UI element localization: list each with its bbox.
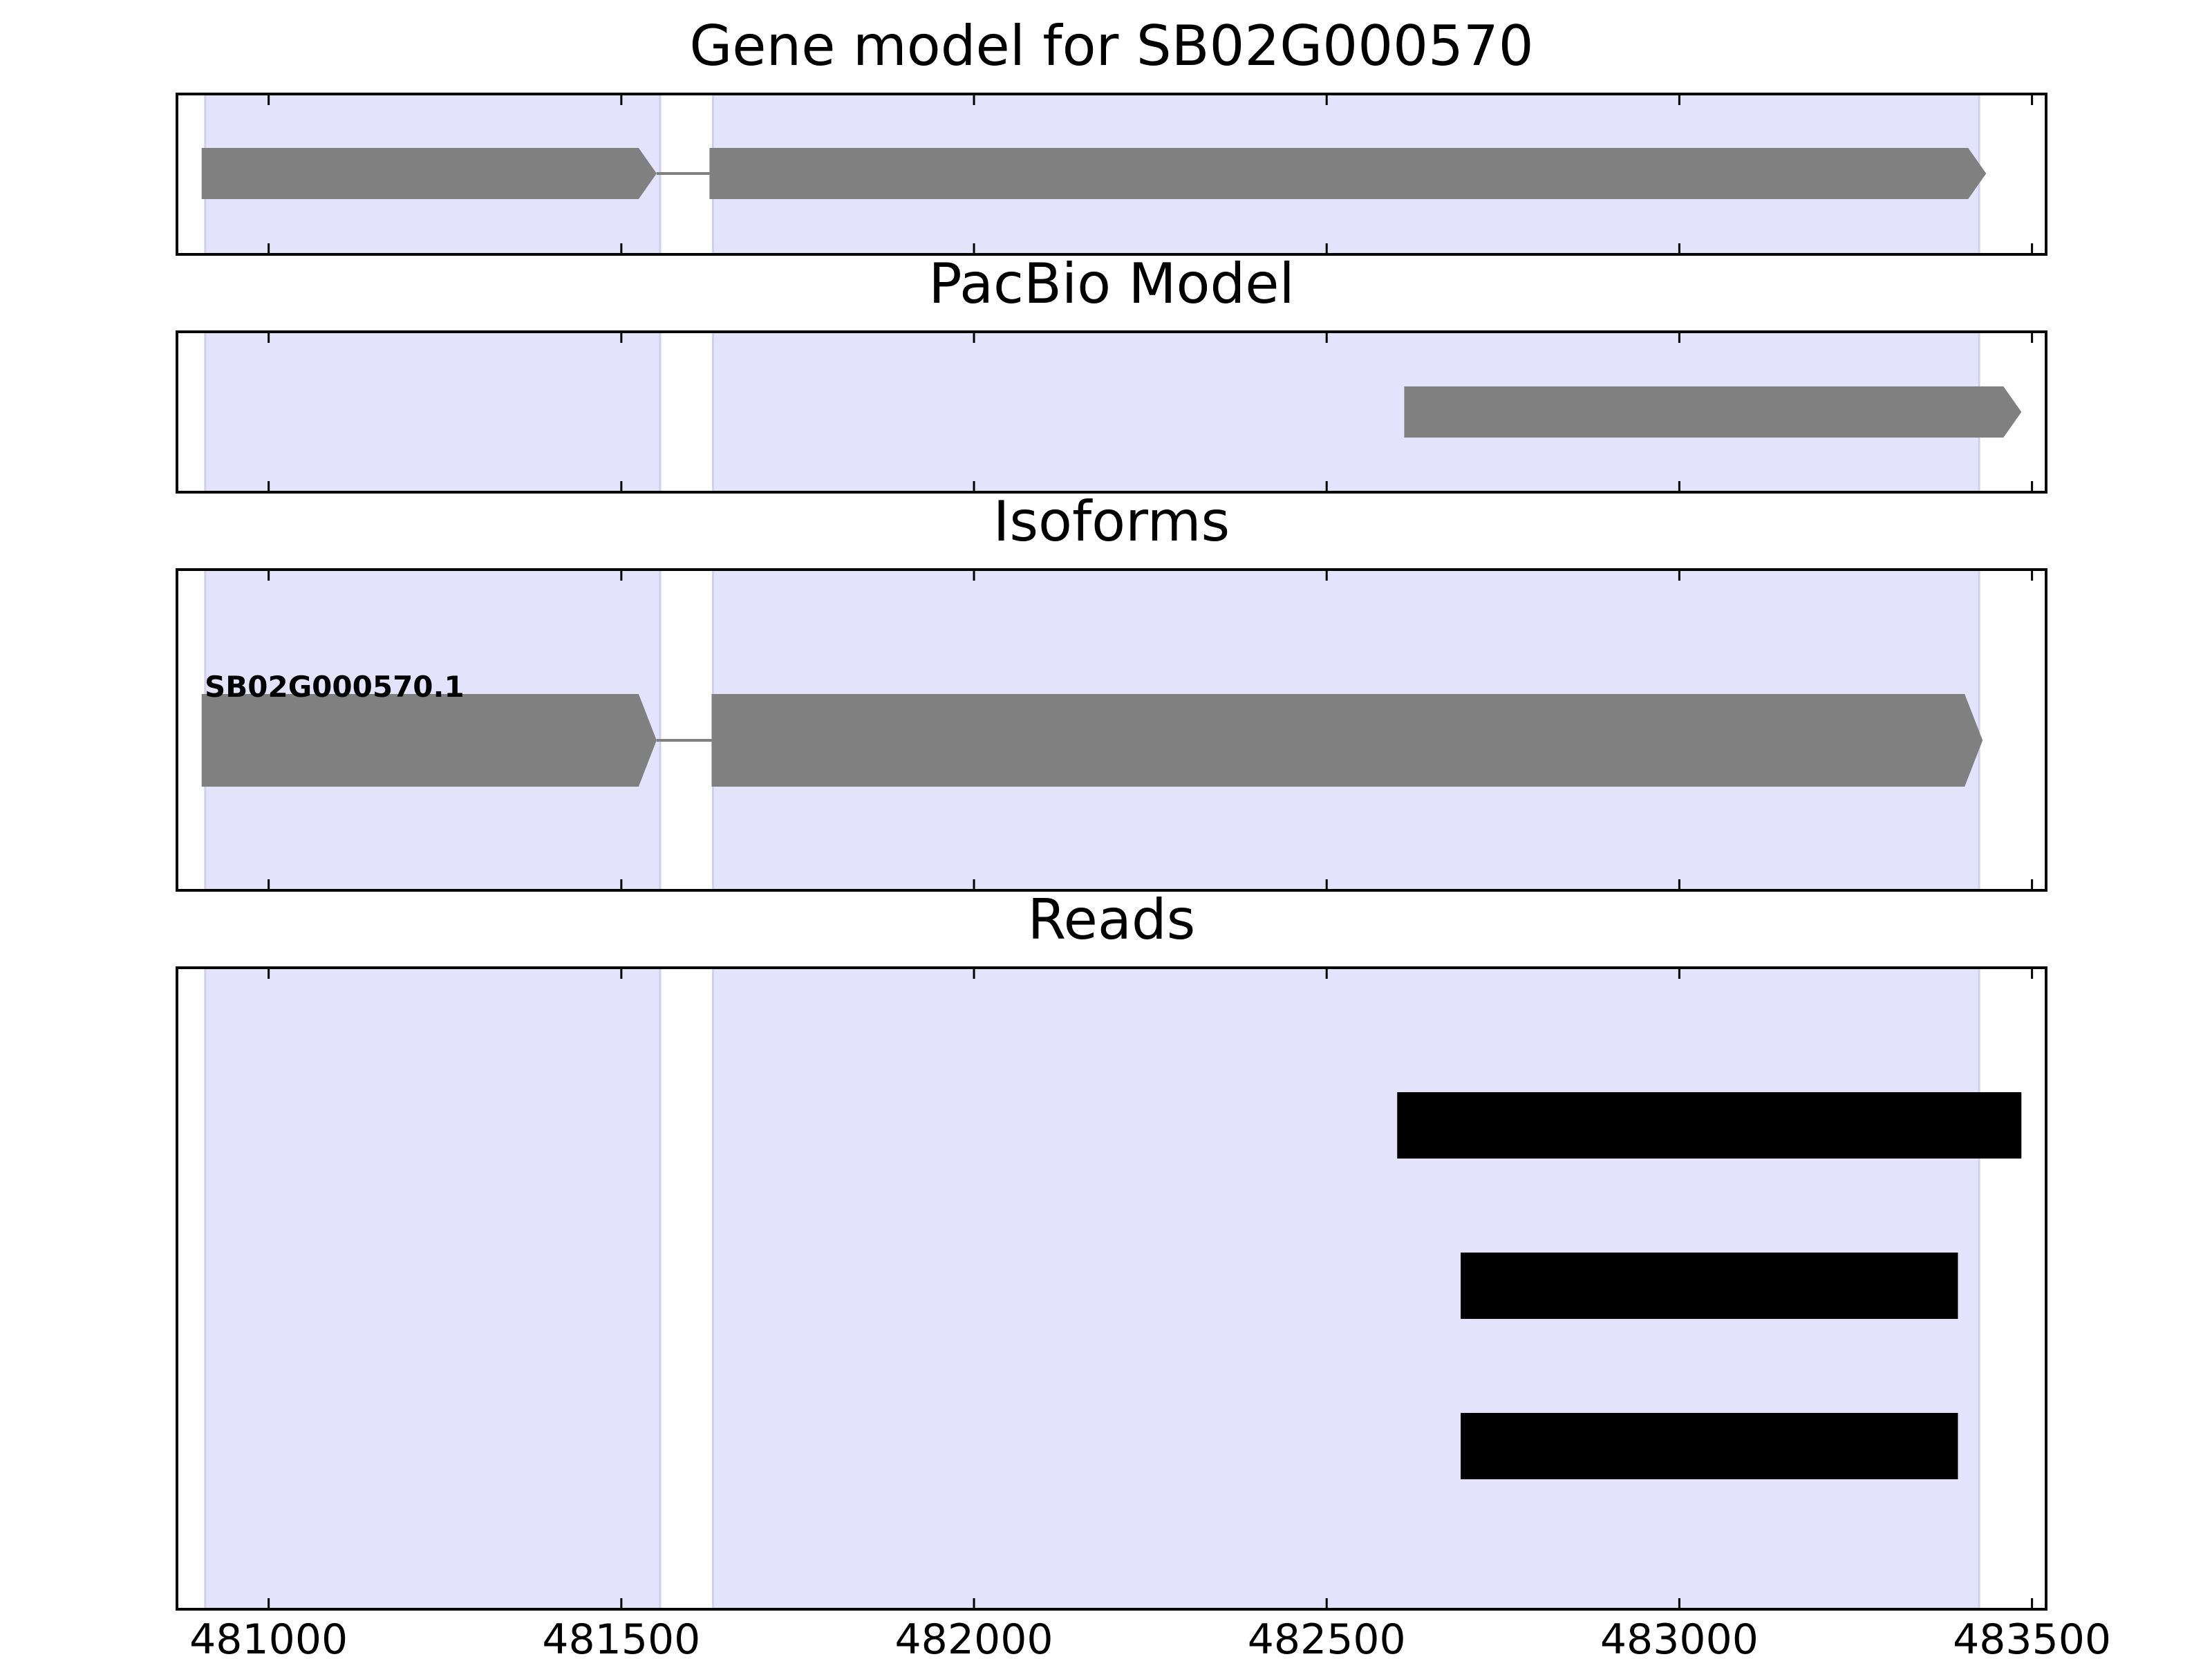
gene-model-title: Gene model for SB02G000570	[689, 14, 1533, 78]
pacbio-model-features	[1404, 386, 2022, 438]
gene-model-ticks	[268, 94, 2034, 254]
exon-shading-layer	[204, 330, 1980, 494]
isoform-label: SB02G000570.1	[205, 670, 465, 704]
x-tick-label: 482500	[1248, 1615, 1406, 1659]
reads-title: Reads	[1028, 888, 1196, 952]
isoforms-ticks	[268, 570, 2034, 890]
pacbio-model-panel: PacBio Model	[176, 252, 2047, 494]
reads-ticks	[268, 968, 2034, 1609]
exon-arrow	[201, 694, 657, 787]
x-tick-label: 481500	[542, 1615, 700, 1659]
x-tick-label: 481000	[189, 1615, 348, 1659]
x-tick-label: 482000	[895, 1615, 1053, 1659]
isoforms-panel: Isoforms SB02G000570.1	[176, 489, 2047, 892]
exon-arrow	[709, 148, 1987, 199]
x-tick-label: 483500	[1953, 1615, 2111, 1659]
isoforms-axes-frame	[176, 568, 2047, 892]
gene-model-axes-frame	[176, 93, 2047, 256]
read-bar	[1461, 1253, 1958, 1319]
gene-model-features	[201, 148, 1987, 199]
x-axis-tick-labels: 481000 481500 482000 482500 483000 483500	[189, 1615, 2111, 1659]
reads-panel: Reads 481000 481500 482000 482500 483000 4835…	[176, 888, 2111, 1659]
isoforms-features	[201, 694, 1983, 787]
exon-arrow	[201, 148, 657, 199]
pacbio-model-ticks	[268, 332, 2034, 492]
read-bar	[1397, 1092, 2022, 1159]
reads-features	[1397, 1092, 2022, 1479]
exon-arrow	[1404, 386, 2022, 438]
isoforms-title: Isoforms	[993, 489, 1230, 554]
exon-arrow	[711, 694, 1983, 787]
reads-axes-frame	[176, 966, 2047, 1611]
pacbio-model-axes-frame	[176, 330, 2047, 494]
gene-model-panel: Gene model for SB02G000570	[176, 14, 2047, 256]
exon-shade-span	[204, 330, 662, 494]
exon-shade-span	[204, 966, 662, 1611]
pacbio-model-title: PacBio Model	[928, 252, 1294, 316]
read-bar	[1461, 1413, 1958, 1479]
x-tick-label: 483000	[1600, 1615, 1759, 1659]
